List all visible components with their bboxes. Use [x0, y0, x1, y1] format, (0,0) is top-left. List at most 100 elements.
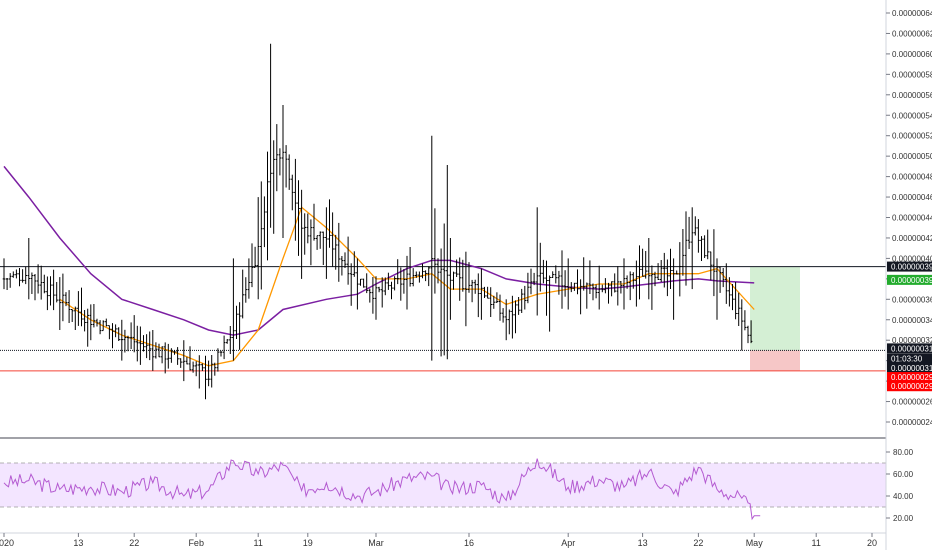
price-bar: [669, 248, 672, 289]
price-axis-label: 0.00000064: [892, 9, 932, 18]
price-bar: [653, 271, 657, 287]
price-badge-bg: [887, 353, 932, 364]
price-bar: [182, 340, 186, 382]
price-bar: [746, 325, 750, 344]
price-bar: [563, 270, 567, 297]
price-badge-bg: [887, 381, 932, 392]
price-bar: [219, 350, 223, 357]
price-bar: [659, 260, 663, 282]
price-axis-label: 0.00000046: [892, 193, 932, 202]
price-bar: [666, 259, 669, 297]
rsi-axis[interactable]: 20.00 40.00 60.00 80.00: [886, 448, 914, 523]
price-bar: [49, 276, 52, 306]
price-bar: [461, 259, 465, 292]
price-bar: [235, 305, 238, 339]
price-bar: [160, 346, 164, 364]
price-bar: [46, 276, 49, 311]
price-bar: [697, 219, 700, 253]
price-bar: [318, 231, 322, 249]
price-badge-label: 0.00000029: [891, 373, 932, 382]
price-bar: [585, 282, 589, 309]
price-bar: [232, 258, 235, 361]
price-bar: [399, 267, 403, 301]
price-axis-label: 0.00000054: [892, 111, 932, 120]
price-bar: [275, 124, 279, 192]
price-bar: [743, 310, 747, 331]
price-bar: [709, 251, 713, 281]
price-bar: [33, 274, 37, 301]
price-bar: [690, 207, 694, 290]
price-axis-label: 0.00000052: [892, 132, 932, 141]
price-badge-label: 01:03:30: [891, 355, 923, 364]
price-bar: [535, 207, 539, 316]
price-bar: [334, 234, 337, 270]
price-bar: [740, 299, 744, 351]
price-bar: [415, 271, 418, 278]
price-bar: [306, 213, 310, 244]
price-bar: [526, 272, 530, 304]
price-bar: [579, 279, 582, 315]
time-axis-label: Apr: [561, 538, 575, 548]
price-bar: [473, 279, 477, 294]
price-bar: [731, 284, 734, 311]
price-bar: [250, 243, 254, 288]
price-bar: [548, 275, 551, 332]
horizontal-lines[interactable]: [0, 266, 886, 372]
price-bar: [616, 266, 620, 306]
price-bar: [207, 360, 210, 387]
price-bar: [384, 277, 387, 296]
price-axis-label: 0.00000040: [892, 254, 932, 263]
price-bar: [365, 273, 368, 294]
price-bar: [154, 342, 158, 359]
rsi-axis-label: 40.00: [893, 492, 914, 501]
price-bar: [374, 276, 378, 320]
price-bar: [213, 362, 217, 376]
price-bar: [402, 269, 406, 294]
price-bar: [675, 270, 678, 275]
price-pane[interactable]: [0, 43, 886, 400]
price-bar: [114, 324, 117, 338]
price-bar: [560, 250, 564, 309]
price-badge-label: 0.00000031: [891, 344, 932, 353]
price-bar: [204, 355, 207, 400]
price-bar: [539, 242, 542, 292]
price-bar: [256, 197, 260, 300]
price-bar: [300, 189, 303, 279]
price-bar: [390, 281, 393, 300]
price-bar: [39, 265, 43, 300]
price-badge-bg: [887, 362, 932, 373]
rsi-pane[interactable]: [0, 458, 886, 521]
price-bar: [396, 259, 399, 285]
price-bar: [408, 247, 412, 287]
price-bar: [551, 271, 554, 278]
price-bar: [359, 278, 362, 286]
time-axis-label: 11: [812, 538, 821, 548]
price-axis-label: 0.00000056: [892, 91, 932, 100]
price-bar: [170, 348, 173, 363]
price-bar: [210, 355, 213, 388]
price-bar: [647, 238, 651, 300]
price-bar: [470, 279, 474, 303]
price-axis-label: 0.00000026: [892, 398, 932, 407]
price-bar: [108, 325, 111, 340]
price-bar: [721, 268, 725, 288]
price-bar: [663, 252, 666, 288]
slow-moving-average: [3, 165, 755, 336]
time-axis[interactable]: 2020 13 22 Feb 11 19 Mar 16 Apr 13 22 May 11 20: [0, 533, 877, 548]
price-bar: [328, 199, 331, 248]
price-bar: [55, 282, 58, 303]
long-position-tool[interactable]: [750, 266, 800, 371]
price-bar: [247, 258, 251, 299]
price-bar: [737, 292, 740, 326]
price-bar: [411, 268, 415, 287]
price-bar: [362, 278, 365, 288]
price-bar: [604, 278, 607, 294]
price-bar: [297, 180, 300, 256]
price-bar: [340, 256, 344, 276]
price-bar: [393, 276, 396, 291]
price-bar: [167, 343, 170, 369]
price-bar: [625, 275, 629, 289]
price-bar: [557, 270, 561, 295]
price-bar: [260, 181, 263, 290]
